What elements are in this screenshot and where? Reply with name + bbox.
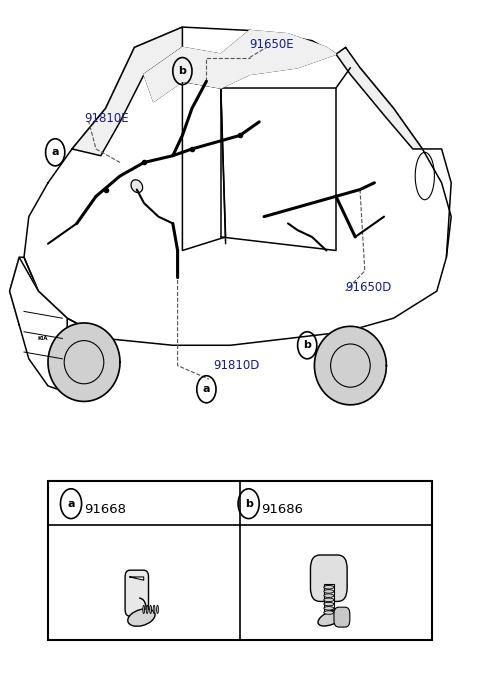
Polygon shape bbox=[336, 47, 422, 149]
Text: 91686: 91686 bbox=[262, 502, 304, 516]
Polygon shape bbox=[130, 577, 144, 580]
Ellipse shape bbox=[324, 586, 334, 589]
Text: a: a bbox=[203, 385, 210, 394]
Ellipse shape bbox=[324, 611, 334, 614]
FancyBboxPatch shape bbox=[311, 555, 347, 601]
Text: 91650D: 91650D bbox=[346, 282, 392, 294]
Ellipse shape bbox=[324, 594, 334, 597]
Polygon shape bbox=[10, 257, 106, 359]
Ellipse shape bbox=[128, 609, 155, 626]
Text: 91810D: 91810D bbox=[214, 359, 260, 372]
Polygon shape bbox=[221, 30, 336, 88]
FancyBboxPatch shape bbox=[334, 607, 350, 627]
Text: 91810E: 91810E bbox=[84, 112, 129, 125]
Text: b: b bbox=[245, 499, 252, 508]
Polygon shape bbox=[72, 27, 182, 156]
FancyBboxPatch shape bbox=[324, 584, 334, 613]
Ellipse shape bbox=[156, 605, 158, 613]
Polygon shape bbox=[24, 27, 451, 345]
FancyBboxPatch shape bbox=[125, 570, 148, 616]
Polygon shape bbox=[314, 326, 386, 405]
Text: a: a bbox=[51, 148, 59, 157]
Text: b: b bbox=[303, 341, 311, 350]
Text: a: a bbox=[67, 499, 75, 508]
Ellipse shape bbox=[324, 590, 334, 593]
Polygon shape bbox=[48, 323, 120, 401]
Text: 91650E: 91650E bbox=[250, 38, 294, 51]
Polygon shape bbox=[10, 257, 67, 393]
Ellipse shape bbox=[150, 605, 152, 613]
Ellipse shape bbox=[318, 610, 345, 626]
Polygon shape bbox=[144, 47, 221, 102]
Ellipse shape bbox=[324, 603, 334, 606]
Ellipse shape bbox=[324, 598, 334, 602]
Ellipse shape bbox=[146, 605, 148, 613]
Ellipse shape bbox=[153, 605, 155, 613]
Ellipse shape bbox=[143, 605, 144, 613]
Text: b: b bbox=[179, 66, 186, 76]
Text: 91668: 91668 bbox=[84, 502, 126, 516]
Ellipse shape bbox=[324, 607, 334, 610]
Ellipse shape bbox=[131, 180, 143, 192]
Text: KIA: KIA bbox=[38, 336, 48, 341]
